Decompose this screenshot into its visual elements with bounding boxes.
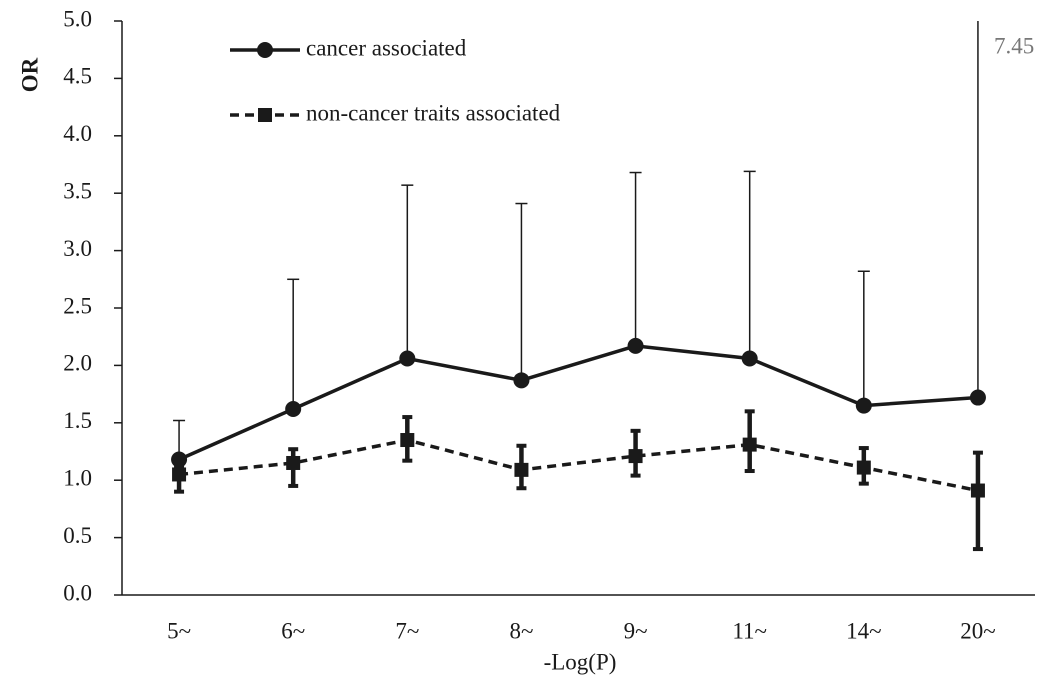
y-tick-label: 4.5 [63,64,92,89]
point [400,433,415,448]
y-tick-label: 1.0 [63,465,92,490]
y-tick-label: 3.5 [63,178,92,203]
series-line [178,438,979,493]
x-tick-label: 8~ [509,618,533,643]
x-tick-label: 9~ [624,618,648,643]
point [855,397,872,414]
legend-marker [258,108,272,122]
y-tick-label: 2.0 [63,351,92,376]
x-tick-label: 5~ [167,618,191,643]
point [970,483,985,498]
point [627,337,644,354]
y-tick-label: 5.0 [63,6,92,31]
x-axis-label: -Log(P) [544,649,617,674]
x-tick-label: 14~ [846,618,881,643]
point [171,451,188,468]
annotation: 7.45 [994,33,1034,58]
y-tick-label: 1.5 [63,408,92,433]
legend-marker [257,42,273,58]
y-tick-label: 2.5 [63,293,92,318]
point [285,401,302,418]
y-tick-label: 0.5 [63,523,92,548]
y-tick-label: 3.0 [63,236,92,261]
point [969,389,986,406]
point [513,372,530,389]
x-tick-label: 20~ [960,618,995,643]
point [399,350,416,367]
y-axis-label: OR [17,57,42,92]
y-tick-label: 4.0 [63,121,92,146]
x-tick-label: 7~ [395,618,419,643]
y-tick-label: 0.0 [63,580,92,605]
point [856,460,871,475]
point [741,350,758,367]
x-tick-label: 6~ [281,618,305,643]
point [172,467,187,482]
point [286,455,301,470]
legend-label: non-cancer traits associated [306,100,561,125]
point [628,449,643,464]
point [742,437,757,452]
x-tick-label: 11~ [732,618,767,643]
legend-label: cancer associated [306,35,467,60]
series-line [178,344,979,462]
point [514,462,529,477]
